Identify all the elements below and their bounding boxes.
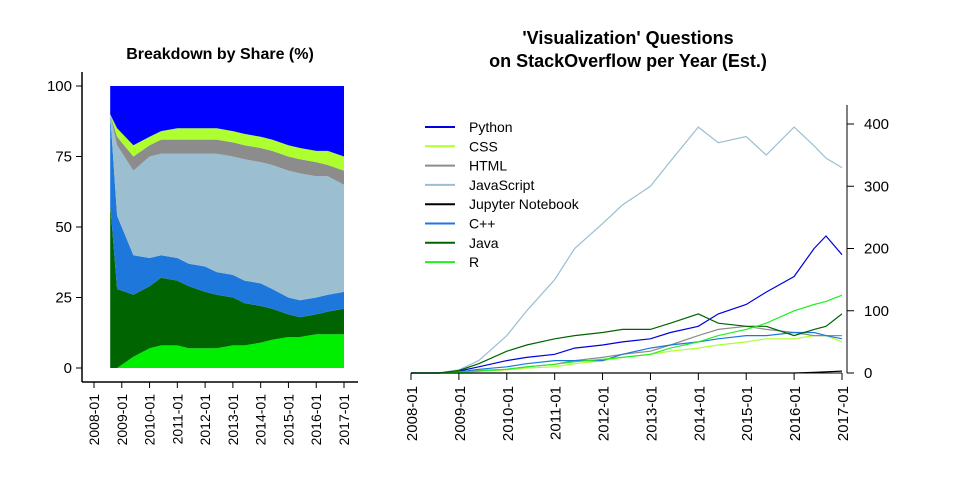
legend-label: CSS xyxy=(469,138,498,154)
questions-x-tick-label: 2012-01 xyxy=(596,386,613,441)
questions-x-tick-label: 2010-01 xyxy=(500,386,517,441)
line-python xyxy=(411,235,843,374)
questions-y-tick-label: 400 xyxy=(864,116,889,133)
legend-label: Python xyxy=(469,119,513,135)
share-x-tick-label: 2011-01 xyxy=(169,394,185,445)
questions-chart-plot xyxy=(411,126,843,374)
share-area-r xyxy=(110,334,344,368)
line-javascript xyxy=(411,126,843,374)
share-y-tick-label: 100 xyxy=(47,78,72,95)
line-c- xyxy=(411,331,843,374)
questions-x-tick-label: 2014-01 xyxy=(691,386,708,441)
share-x-tick-label: 2009-01 xyxy=(114,394,130,446)
questions-x-tick-label: 2013-01 xyxy=(643,386,660,441)
share-chart-x-ticks: 2008-01 2009-01 2010-01 2011-01 2012-01 2013-… xyxy=(86,382,352,445)
share-y-tick-label: 75 xyxy=(55,149,72,166)
questions-x-tick-label: 2017-01 xyxy=(835,386,852,441)
questions-x-tick-label: 2015-01 xyxy=(739,386,756,441)
share-y-tick-label: 0 xyxy=(64,360,72,377)
questions-chart-x-ticks: 2008-01 2009-01 2010-01 2011-01 2012-01 2013-… xyxy=(404,373,852,441)
share-area-python xyxy=(110,86,344,157)
line-r xyxy=(411,294,843,374)
share-x-tick-label: 2013-01 xyxy=(225,394,241,446)
questions-y-tick-label: 100 xyxy=(864,303,889,320)
questions-y-tick-label: 0 xyxy=(864,365,872,382)
share-area-java xyxy=(110,204,344,368)
questions-x-tick-label: 2011-01 xyxy=(548,386,565,440)
legend-label: JavaScript xyxy=(469,177,534,193)
share-y-tick-label: 25 xyxy=(55,290,72,307)
share-x-tick-label: 2012-01 xyxy=(197,394,213,446)
share-chart-plot xyxy=(110,86,344,368)
legend-label: HTML xyxy=(469,158,507,174)
legend-label: Java xyxy=(469,235,499,251)
share-area-javascript xyxy=(110,114,344,301)
share-chart-title: Breakdown by Share (%) xyxy=(126,46,314,63)
share-y-tick-label: 50 xyxy=(55,219,72,236)
line-html xyxy=(411,325,842,374)
legend-label: R xyxy=(469,254,479,270)
line-java xyxy=(411,313,843,374)
questions-x-tick-label: 2009-01 xyxy=(452,386,469,441)
share-x-tick-label: 2016-01 xyxy=(308,394,324,446)
legend-label: Jupyter Notebook xyxy=(469,196,580,212)
share-x-tick-label: 2010-01 xyxy=(142,394,158,446)
questions-y-tick-label: 200 xyxy=(864,241,889,258)
questions-x-tick-label: 2016-01 xyxy=(787,386,804,441)
questions-y-tick-label: 300 xyxy=(864,178,889,195)
legend-label: C++ xyxy=(469,216,495,232)
share-x-tick-label: 2014-01 xyxy=(253,394,269,446)
share-x-tick-label: 2015-01 xyxy=(280,394,296,446)
questions-chart-subtitle: on StackOverflow per Year (Est.) xyxy=(489,51,767,71)
share-chart-y-ticks: 0 25 50 75 100 xyxy=(47,78,82,377)
questions-chart-title: 'Visualization' Questions xyxy=(522,28,733,48)
questions-chart-legend: Python CSS HTML JavaScript Jupyter Notebook C… xyxy=(425,119,580,270)
questions-x-tick-label: 2008-01 xyxy=(404,386,421,441)
share-x-tick-label: 2008-01 xyxy=(86,394,102,446)
share-area-c- xyxy=(110,114,344,318)
share-area-html xyxy=(110,114,344,185)
questions-chart-y-ticks: 0 100 200 300 400 xyxy=(847,116,889,382)
share-x-tick-label: 2017-01 xyxy=(336,394,352,446)
